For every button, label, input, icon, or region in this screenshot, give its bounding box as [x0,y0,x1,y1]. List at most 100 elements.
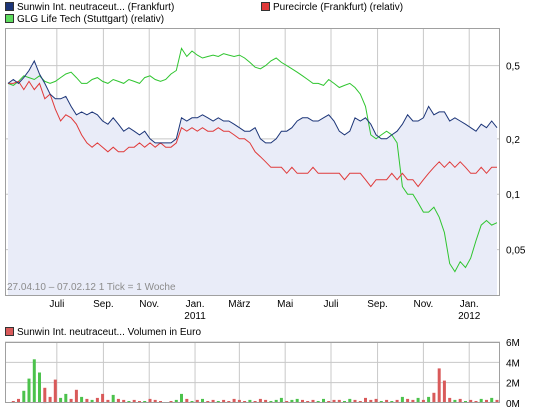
volume-bar [264,399,268,403]
volume-y-tick-label: 0M [506,399,520,410]
volume-bar [369,399,373,403]
volume-bar [80,396,84,403]
volume-bar [348,398,352,403]
volume-bar [237,399,241,403]
x-tick-label: Mai [277,299,293,310]
volume-bar [153,399,157,403]
volume-bar [22,390,26,403]
volume-bar [395,399,399,403]
volume-bar [248,399,252,403]
volume-bar [432,392,436,403]
area-layer [8,60,497,297]
x-tick-label: Sep. [93,299,114,310]
volume-bar [485,399,488,403]
series-line-glg [7,47,498,273]
y-tick-label: 0,05 [506,246,526,257]
volume-bar [290,399,294,403]
main-plot-frame [5,28,500,296]
volume-bar [64,393,68,403]
volume-bar [148,398,152,403]
legend-label-glg: GLG Life Tech (Stuttgart) (relativ) [17,14,165,25]
volume-bar [232,398,236,403]
volume-bar [85,398,89,403]
legend-swatch-volume [5,327,14,336]
volume-bar [458,398,462,403]
volume-bar [353,399,357,403]
legend-item-volume: Sunwin Int. neutraceut... Volumen in Eur… [5,327,201,338]
volume-bar [195,399,199,403]
y-tick-label: 0,5 [506,62,520,73]
volume-plot-background [5,342,500,403]
volume-bar [132,399,136,403]
x-tick-label: Juli [49,299,64,310]
chart-frame [5,28,500,403]
volume-bar [295,398,299,403]
line-layer [7,47,498,273]
volume-bar [400,396,404,403]
period-info: 27.04.10 – 07.02.12 1 Tick = 1 Woche [7,282,176,293]
volume-bar [59,397,63,403]
volume-y-tick-label: 6M [506,338,520,349]
y-tick-label: 0,1 [506,190,520,201]
legend-swatch-glg [5,14,14,23]
volume-bar [106,399,110,403]
x-tick-label: Nov. [413,299,433,310]
volume-bar [101,393,105,403]
series-line-sunwin [7,59,498,144]
volume-bar [453,399,457,403]
series-area-sunwin [8,60,497,297]
volume-bar [48,396,52,403]
x-tick-label: Nov. [139,299,159,310]
legend-label-volume: Sunwin Int. neutraceut... Volumen in Eur… [17,327,201,338]
volume-bar [469,399,473,403]
volume-bar [185,398,189,403]
volume-bar [95,397,99,403]
volume-bar [201,398,204,403]
volume-bar [38,372,41,403]
series-line-purecircle [8,80,497,188]
x-tick-label: März [228,299,250,310]
x-tick-label: Jan. [460,299,479,310]
x-tick-label: Juli [323,299,338,310]
volume-bar [421,399,425,403]
volume-bar [258,398,262,403]
volume-y-tick-label: 4M [506,358,520,369]
volume-bar [53,379,57,403]
volume-bar [427,396,431,403]
volume-bar [174,399,178,403]
volume-bar [337,399,341,403]
volume-bar [322,398,325,403]
volume-bar [122,399,126,403]
volume-bar [364,397,367,403]
volume-bar [374,398,378,403]
volume-bar [479,398,483,403]
volume-bar [332,399,336,403]
x-tick-label: Jan. [186,299,205,310]
volume-bar [74,389,78,403]
volume-bar [406,398,410,403]
volume-bar [222,399,226,403]
volume-bar [43,387,47,404]
legend-item-purecircle: Purecircle (Frankfurt) (relativ) [261,2,403,13]
volume-bar [437,368,441,403]
volume-bar [411,399,415,403]
y-tick-label: 0,2 [506,135,520,146]
volume-bar [385,399,389,403]
volume-bar [301,399,304,403]
legend-swatch-purecircle [261,2,270,11]
volume-bar [69,398,73,403]
volume-plot-frame [5,342,500,403]
volume-bar [274,399,278,403]
volume-bar [111,394,115,403]
legend-label-sunwin: Sunwin Int. neutraceut... (Frankfurt) [17,2,175,13]
volume-bar [211,399,215,403]
volume-bar [17,398,20,403]
legend-swatch-sunwin [5,2,14,11]
volume-bar [116,398,120,403]
legend-item-sunwin: Sunwin Int. neutraceut... (Frankfurt) [5,2,174,13]
volume-bar [416,397,420,403]
volume-bar [311,399,315,403]
volume-bar [495,399,499,403]
